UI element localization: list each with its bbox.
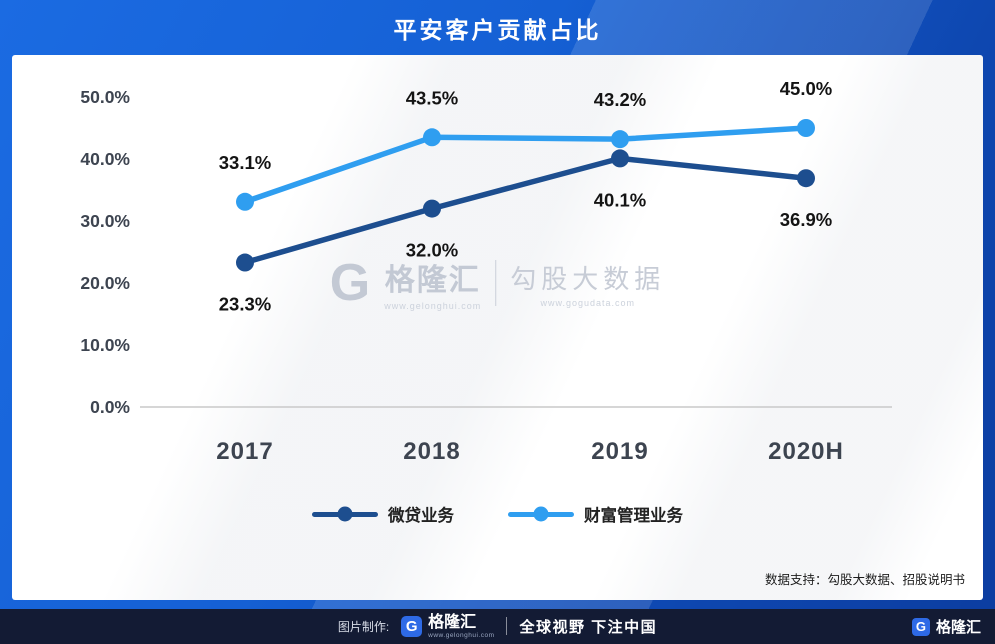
page-title: 平安客户贡献占比 <box>393 17 602 43</box>
footer-brand-url: www.gelonghui.com <box>428 631 495 639</box>
series-line <box>242 125 809 205</box>
series-line <box>242 155 809 266</box>
x-tick-label: 2020H <box>768 438 844 465</box>
legend-item: 微贷业务 <box>312 502 454 526</box>
y-tick-label: 20.0% <box>80 273 130 293</box>
x-tick-label: 2019 <box>591 438 648 465</box>
gelonghui-logo: G 格隆汇 www.gelonghui.com <box>401 614 494 639</box>
y-tick-label: 50.0% <box>80 87 130 107</box>
legend-label: 微贷业务 <box>388 507 454 525</box>
footer-center: 图片制作: G 格隆汇 www.gelonghui.com 全球视野 下注中国 <box>338 614 657 639</box>
y-tick-label: 10.0% <box>80 335 130 355</box>
data-label: 43.2% <box>594 89 646 110</box>
y-tick-label: 40.0% <box>80 149 130 169</box>
footer-right-brand: 格隆汇 <box>935 619 981 636</box>
data-label: 36.9% <box>780 209 832 230</box>
chart-legend: 微贷业务 财富管理业务 <box>12 502 983 526</box>
footer-divider <box>506 617 508 636</box>
legend-marker <box>508 506 574 522</box>
source-note: 数据支持：勾股大数据、招股说明书 <box>764 573 965 587</box>
legend-item: 财富管理业务 <box>508 502 683 526</box>
footer-brand: 格隆汇 <box>428 614 477 632</box>
footer-slogan: 全球视野 下注中国 <box>519 618 658 636</box>
gelonghui-g-icon: G <box>911 617 930 636</box>
data-point <box>423 128 441 147</box>
data-label: 43.5% <box>406 87 458 108</box>
footer-made-by-label: 图片制作: <box>337 619 390 634</box>
data-point <box>611 149 629 168</box>
gelonghui-logo-text: 格隆汇 www.gelonghui.com <box>428 614 494 639</box>
data-point <box>611 130 629 149</box>
x-tick-label: 2017 <box>216 438 273 465</box>
y-tick-label: 0.0% <box>90 397 130 417</box>
data-point <box>236 192 254 211</box>
legend-marker <box>312 506 378 522</box>
data-point <box>797 119 815 137</box>
data-point <box>797 169 815 188</box>
data-label: 32.0% <box>406 240 458 261</box>
y-tick-label: 30.0% <box>80 211 130 231</box>
data-label: 40.1% <box>594 189 646 210</box>
data-label: 33.1% <box>219 152 271 173</box>
data-label: 23.3% <box>219 294 271 315</box>
data-label: 45.0% <box>780 78 832 99</box>
chart-card: G 格隆汇 www.gelonghui.com 勾股大数据 www.goguda… <box>12 55 983 600</box>
footer-right-logo: G 格隆汇 <box>911 616 981 637</box>
line-chart: 0.0% 10.0% 20.0% 30.0% 40.0% 50.0% 2017 2018 201… <box>80 78 892 465</box>
data-point <box>236 253 254 272</box>
footer-bar: 图片制作: G 格隆汇 www.gelonghui.com 全球视野 下注中国 … <box>0 609 995 644</box>
legend-label: 财富管理业务 <box>584 507 683 525</box>
gelonghui-g-icon: G <box>401 615 423 637</box>
x-tick-label: 2018 <box>403 438 460 465</box>
data-point <box>423 199 441 218</box>
